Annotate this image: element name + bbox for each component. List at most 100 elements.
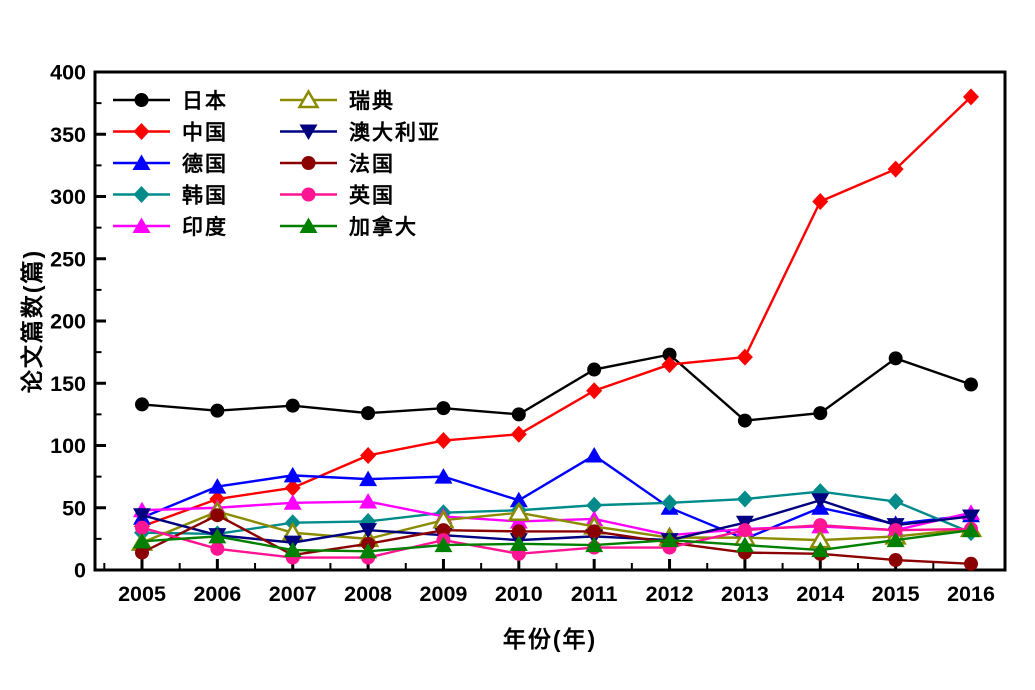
legend-japan-label: 日本 [182, 90, 228, 113]
series-sweden-line [141, 510, 972, 544]
series-canada-marker [886, 531, 905, 548]
legend-canada-label: 加拿大 [348, 215, 418, 239]
series-germany-marker [359, 470, 378, 487]
series-china-marker [209, 490, 226, 508]
series-japan-marker [511, 407, 526, 422]
x-tick-label: 2012 [646, 582, 694, 606]
x-tick-label: 2009 [420, 582, 468, 606]
series-india-marker [283, 494, 302, 510]
y-axis-title: 论文篇数(篇) [19, 248, 45, 394]
plot-frame [93, 70, 1007, 572]
series-australia-marker [962, 509, 980, 525]
x-tick-label: 2006 [193, 582, 241, 606]
series-china-marker [510, 425, 527, 443]
series-china-marker [887, 160, 904, 178]
series-canada-marker [660, 531, 679, 548]
y-tick-label: 350 [50, 123, 86, 147]
legend-china-marker [133, 123, 150, 140]
legend-france-marker [301, 156, 316, 170]
series-uk-marker [888, 523, 903, 538]
series-france-marker [511, 524, 526, 539]
x-tick-label: 2015 [872, 582, 920, 606]
series-korea-marker [736, 490, 753, 508]
y-tick-label: 0 [74, 559, 86, 583]
legend-australia-marker [299, 124, 318, 140]
series-germany-line [141, 454, 972, 541]
series-china-marker [963, 88, 979, 106]
series-germany-marker [585, 446, 604, 463]
y-tick-label: 400 [50, 61, 86, 85]
series-france-marker [964, 556, 978, 571]
series-canada-line [141, 528, 972, 553]
series-canada-marker [434, 536, 453, 553]
legend-korea-marker [133, 186, 150, 203]
y-tick-label: 50 [62, 496, 86, 520]
series-japan-marker [662, 347, 677, 362]
x-tick-label: 2011 [571, 582, 618, 606]
x-tick-label: 2013 [721, 582, 769, 606]
y-tick-label: 150 [50, 372, 86, 396]
series-australia-line [141, 499, 972, 544]
series-japan-marker [587, 362, 602, 377]
series-canada-marker [962, 521, 980, 538]
y-tick-label: 300 [50, 185, 86, 209]
series-uk-marker [813, 518, 828, 533]
legend-uk-label: 英国 [349, 185, 395, 208]
series-japan-marker [361, 406, 376, 421]
legend-china-label: 中国 [182, 122, 228, 145]
x-tick-label: 2010 [495, 582, 543, 606]
series-canada-marker [811, 541, 830, 558]
series-france-marker [210, 508, 225, 523]
legend-germany-marker [132, 154, 151, 170]
legend-japan-marker [134, 93, 149, 107]
legend-canada-marker [299, 217, 318, 233]
series-uk-marker [737, 523, 752, 538]
legend-australia-label: 澳大利亚 [349, 121, 441, 145]
legend-germany-label: 德国 [182, 152, 228, 176]
series-france-marker [135, 545, 149, 560]
series-sweden-marker [507, 501, 530, 521]
legend-korea-label: 韩国 [182, 184, 228, 208]
x-tick-label: 2005 [118, 582, 166, 606]
series-china-marker [736, 348, 753, 366]
series-korea-line [141, 490, 972, 536]
series-japan-marker [813, 406, 828, 421]
series-france-marker [888, 553, 903, 568]
series-germany-marker [509, 491, 528, 508]
series-japan-marker [210, 403, 225, 418]
series-uk-line [141, 523, 972, 559]
series-uk-marker [210, 541, 225, 556]
series-canada-marker [359, 542, 378, 559]
series-australia-marker [811, 493, 830, 509]
series-china-line [141, 96, 972, 528]
series-china-marker [586, 382, 603, 400]
series-china-marker [435, 432, 452, 450]
x-tick-label: 2008 [344, 582, 392, 606]
series-china-marker [812, 192, 829, 210]
series-canada-marker [208, 527, 227, 544]
series-japan-line [141, 353, 972, 422]
series-uk-marker [135, 520, 149, 535]
series-germany-marker [283, 466, 302, 483]
x-tick-label: 2016 [947, 582, 995, 606]
series-germany-marker [434, 468, 453, 484]
legend-uk-marker [301, 187, 316, 202]
series-india-marker [359, 493, 378, 509]
series-japan-marker [737, 413, 752, 428]
legend-france-label: 法国 [349, 152, 395, 176]
x-axis-title: 年份(年) [502, 626, 598, 652]
legend-india-marker [132, 217, 151, 233]
legend-sweden-marker [297, 89, 320, 109]
x-tick-label: 2014 [796, 582, 844, 606]
series-china-marker [284, 479, 301, 497]
y-tick-label: 100 [50, 434, 86, 458]
series-korea-marker [887, 493, 904, 511]
series-korea-marker [661, 494, 678, 512]
series-france-marker [587, 524, 602, 539]
y-tick-label: 200 [50, 310, 86, 334]
series-korea-marker [586, 496, 603, 514]
series-australia-marker [359, 523, 378, 539]
series-canada-marker [585, 536, 604, 553]
series-france-marker [436, 523, 451, 538]
